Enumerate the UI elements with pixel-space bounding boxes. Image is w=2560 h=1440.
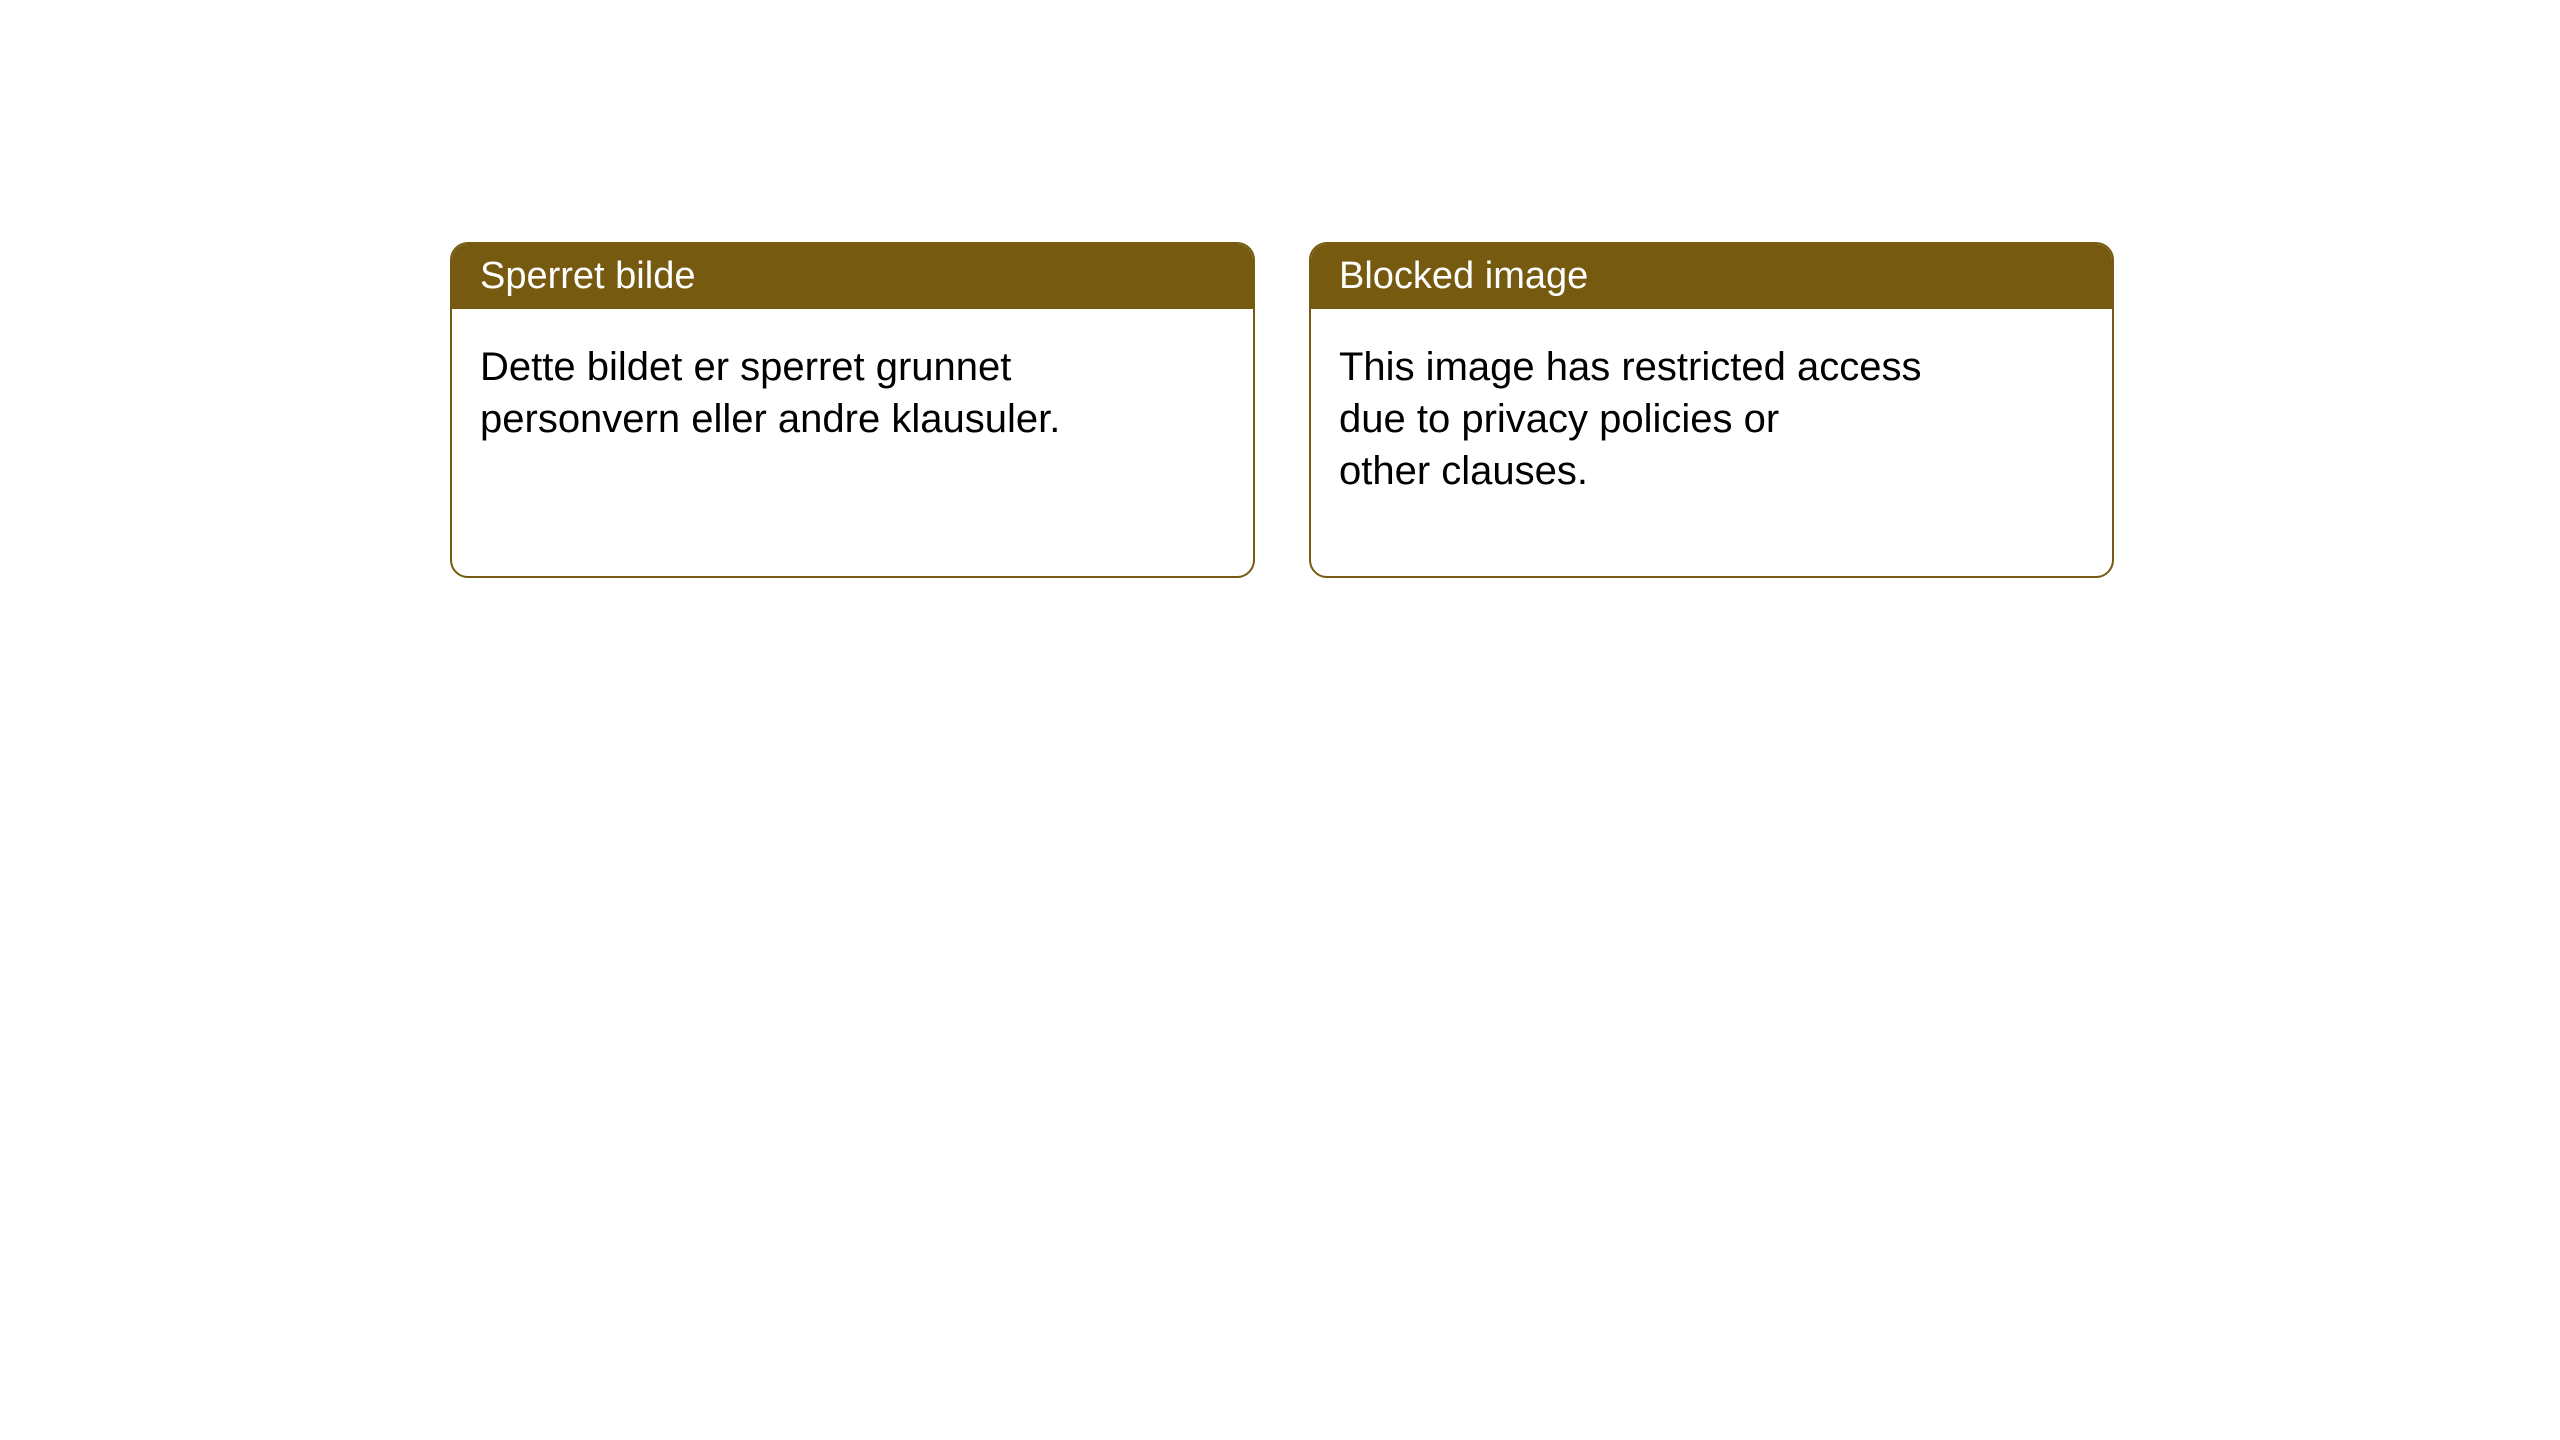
card-body-norwegian: Dette bildet er sperret grunnet personve… (452, 309, 1253, 477)
card-header-english: Blocked image (1311, 244, 2112, 309)
notice-card-english: Blocked image This image has restricted … (1309, 242, 2114, 578)
notice-card-norwegian: Sperret bilde Dette bildet er sperret gr… (450, 242, 1255, 578)
card-header-norwegian: Sperret bilde (452, 244, 1253, 309)
notice-cards-container: Sperret bilde Dette bildet er sperret gr… (450, 242, 2114, 578)
card-body-english: This image has restricted access due to … (1311, 309, 2112, 529)
